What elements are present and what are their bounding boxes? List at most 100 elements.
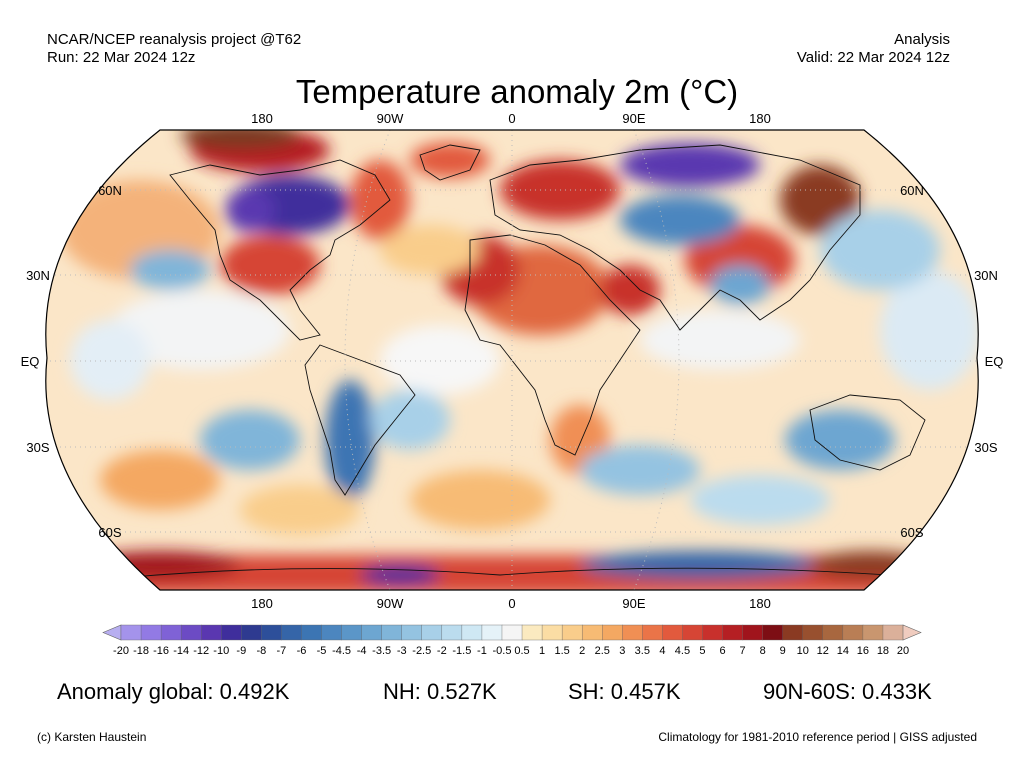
stat-nh: NH: 0.527K (383, 679, 497, 704)
colorbar-swatch (180, 624, 202, 641)
colorbar-tick-label: -7 (277, 645, 287, 657)
colorbar-tick-label: -8 (256, 645, 266, 657)
colorbar-tick-label: 20 (897, 645, 909, 657)
colorbar-tick-label: -3 (397, 645, 407, 657)
colorbar-swatch (762, 624, 784, 641)
colorbar-swatch (862, 624, 884, 641)
header-right: Analysis Valid: 22 Mar 2024 12z (797, 31, 950, 67)
colorbar-arrow-right (902, 624, 922, 641)
colorbar-swatch (381, 624, 403, 641)
colorbar-tick-label: 18 (877, 645, 889, 657)
lat-label-left-60s: 60S (98, 525, 121, 540)
colorbar-swatch (682, 624, 703, 641)
lon-label-bottom-2: 90W (377, 596, 404, 611)
colorbar-swatch (581, 624, 603, 641)
lon-label-top-4: 90E (622, 111, 645, 126)
colorbar-tick-label: 6 (719, 645, 725, 657)
colorbar-tick-label: 14 (837, 645, 849, 657)
coastlines (99, 144, 931, 581)
colorbar-swatch (722, 624, 744, 641)
lon-label-top-2: 90W (377, 111, 404, 126)
colorbar-swatch (201, 624, 222, 641)
source-label: NCAR/NCEP reanalysis project @T62 (47, 31, 302, 48)
colorbar-swatch (742, 624, 764, 641)
colorbar-tick-label: -18 (133, 645, 149, 657)
lat-label-right-30s: 30S (974, 440, 997, 455)
colorbar-tick-label: -16 (153, 645, 169, 657)
climatology-note: Climatology for 1981-2010 reference peri… (658, 730, 977, 744)
colorbar-swatch (642, 624, 663, 641)
colorbar-tick-label: 5 (699, 645, 705, 657)
colorbar-tick-label: 2 (579, 645, 585, 657)
colorbar-swatch (501, 624, 523, 641)
colorbar-swatch (622, 624, 643, 641)
colorbar-swatch (662, 624, 683, 641)
colorbar-swatch (802, 624, 824, 641)
colorbar-arrow-left (102, 624, 122, 641)
lat-label-left-30n: 30N (26, 268, 50, 283)
colorbar-tick-label: -1 (477, 645, 487, 657)
header-left: NCAR/NCEP reanalysis project @T62 Run: 2… (47, 31, 301, 67)
lon-label-bottom-4: 90E (622, 596, 645, 611)
colorbar-tick-label: -12 (193, 645, 209, 657)
credit-text: (c) Karsten Haustein (37, 730, 147, 744)
colorbar-swatch (441, 624, 463, 641)
anomaly-field (45, 130, 979, 590)
colorbar-swatch (261, 624, 282, 641)
colorbar-swatch (842, 624, 864, 641)
colorbar-tick-label: 3.5 (635, 645, 650, 657)
colorbar-tick-label: 0.5 (514, 645, 529, 657)
colorbar-swatch (401, 624, 423, 641)
colorbar-tick-label: 4 (659, 645, 665, 657)
colorbar-tick-label: -14 (173, 645, 189, 657)
colorbar-tick-label: 1.5 (554, 645, 569, 657)
map-title: Temperature anomaly 2m (°C) (295, 73, 739, 110)
colorbar-tick-label: -2.5 (412, 645, 431, 657)
colorbar-tick-label: -0.5 (492, 645, 511, 657)
colorbar-tick-label: -20 (113, 645, 129, 657)
colorbar-swatch (221, 624, 242, 641)
colorbar-tick-label: 1 (539, 645, 545, 657)
colorbar-swatch (341, 624, 363, 641)
colorbar-swatch (281, 624, 302, 641)
colorbar-swatch (241, 624, 262, 641)
lat-label-left-30s: 30S (26, 440, 49, 455)
colorbar-tick-label: 2.5 (595, 645, 610, 657)
colorbar-tick-label: 3 (619, 645, 625, 657)
colorbar-swatch (321, 624, 343, 641)
colorbar-swatch (301, 624, 323, 641)
colorbar-swatch (521, 624, 543, 641)
lon-label-top-1: 180 (251, 111, 273, 126)
colorbar-swatch (160, 624, 182, 641)
lon-label-top-3: 0 (508, 111, 515, 126)
lat-label-right-eq: EQ (985, 354, 1004, 369)
valid-label: Valid: 22 Mar 2024 12z (796, 49, 950, 66)
colorbar-swatch (461, 624, 483, 641)
stat-global: Anomaly global: 0.492K (57, 679, 290, 704)
run-label: Run: 22 Mar 2024 12z (47, 49, 196, 66)
lon-label-bottom-5: 180 (749, 596, 771, 611)
colorbar-tick-label: 4.5 (675, 645, 690, 657)
colorbar-tick-label: -6 (297, 645, 307, 657)
colorbar-swatch (702, 624, 724, 641)
lat-label-right-60n: 60N (900, 183, 924, 198)
graticule (45, 130, 979, 590)
colorbar-swatch (602, 624, 623, 641)
lon-label-top-5: 180 (749, 111, 771, 126)
colorbar-tick-label: -2 (437, 645, 447, 657)
lat-label-left-60n: 60N (98, 183, 122, 198)
colorbar-swatch (361, 624, 383, 641)
colorbar-swatch (541, 624, 563, 641)
colorbar-tick-label: 12 (817, 645, 829, 657)
colorbar-tick-label: 16 (857, 645, 869, 657)
colorbar-swatch (120, 624, 142, 641)
colorbar-swatch (882, 624, 904, 641)
colorbar-swatch (481, 624, 503, 641)
colorbar-swatch (561, 624, 583, 641)
colorbar-tick-label: -3.5 (372, 645, 391, 657)
colorbar-tick-label: 9 (780, 645, 786, 657)
lat-label-right-30n: 30N (974, 268, 998, 283)
colorbar-swatch (782, 624, 804, 641)
lat-label-left-eq: EQ (21, 354, 40, 369)
colorbar-tick-label: 8 (760, 645, 766, 657)
